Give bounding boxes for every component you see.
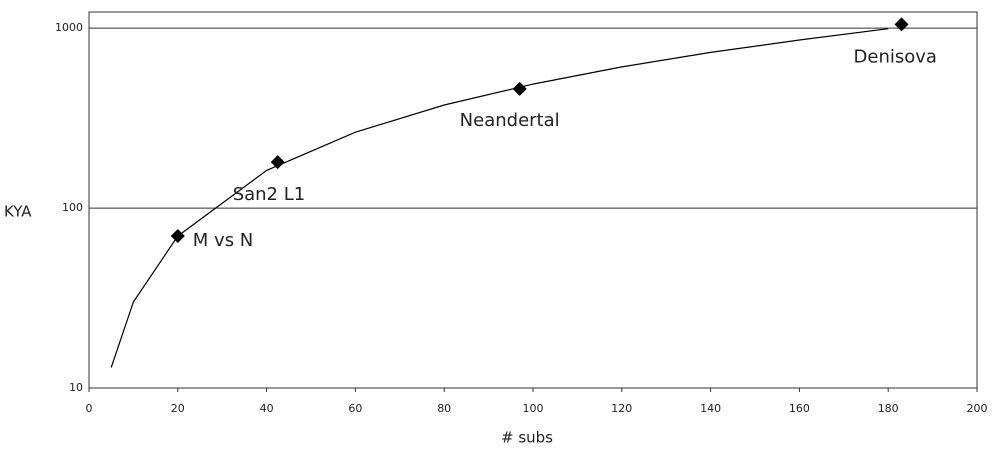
x-tick-label: 180 <box>878 402 899 415</box>
x-tick-label: 200 <box>967 402 988 415</box>
point-label: Neandertal <box>460 110 560 131</box>
data-point <box>270 155 285 170</box>
y-axis-title: KYA <box>4 203 32 221</box>
x-tick-label: 160 <box>789 402 810 415</box>
point-label: M vs N <box>193 230 253 251</box>
x-tick-label: 80 <box>437 402 451 415</box>
x-axis-title: # subs <box>501 429 553 447</box>
y-tick-label: 10 <box>69 381 83 394</box>
x-tick-label: 100 <box>523 402 544 415</box>
x-tick-label: 20 <box>171 402 185 415</box>
data-point <box>170 228 185 243</box>
y-tick-label: 100 <box>62 201 83 214</box>
data-point <box>512 81 527 96</box>
x-tick-label: 140 <box>700 402 721 415</box>
plot-area <box>88 11 978 389</box>
y-tick-label: 1000 <box>55 21 83 34</box>
x-tick-label: 60 <box>348 402 362 415</box>
data-point <box>894 17 909 32</box>
point-label: San2 L1 <box>233 184 306 205</box>
trend-line <box>110 28 889 368</box>
x-tick-label: 120 <box>611 402 632 415</box>
point-label: Denisova <box>854 46 937 67</box>
x-tick-label: 0 <box>86 402 93 415</box>
x-tick-label: 40 <box>260 402 274 415</box>
